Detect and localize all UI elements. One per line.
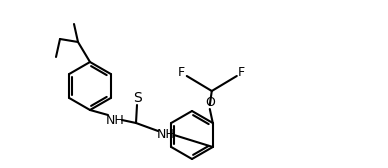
Text: F: F bbox=[238, 67, 245, 79]
Text: O: O bbox=[205, 95, 215, 109]
Text: S: S bbox=[133, 91, 141, 105]
Text: NH: NH bbox=[157, 129, 175, 141]
Text: F: F bbox=[178, 67, 185, 79]
Text: NH: NH bbox=[106, 114, 125, 127]
